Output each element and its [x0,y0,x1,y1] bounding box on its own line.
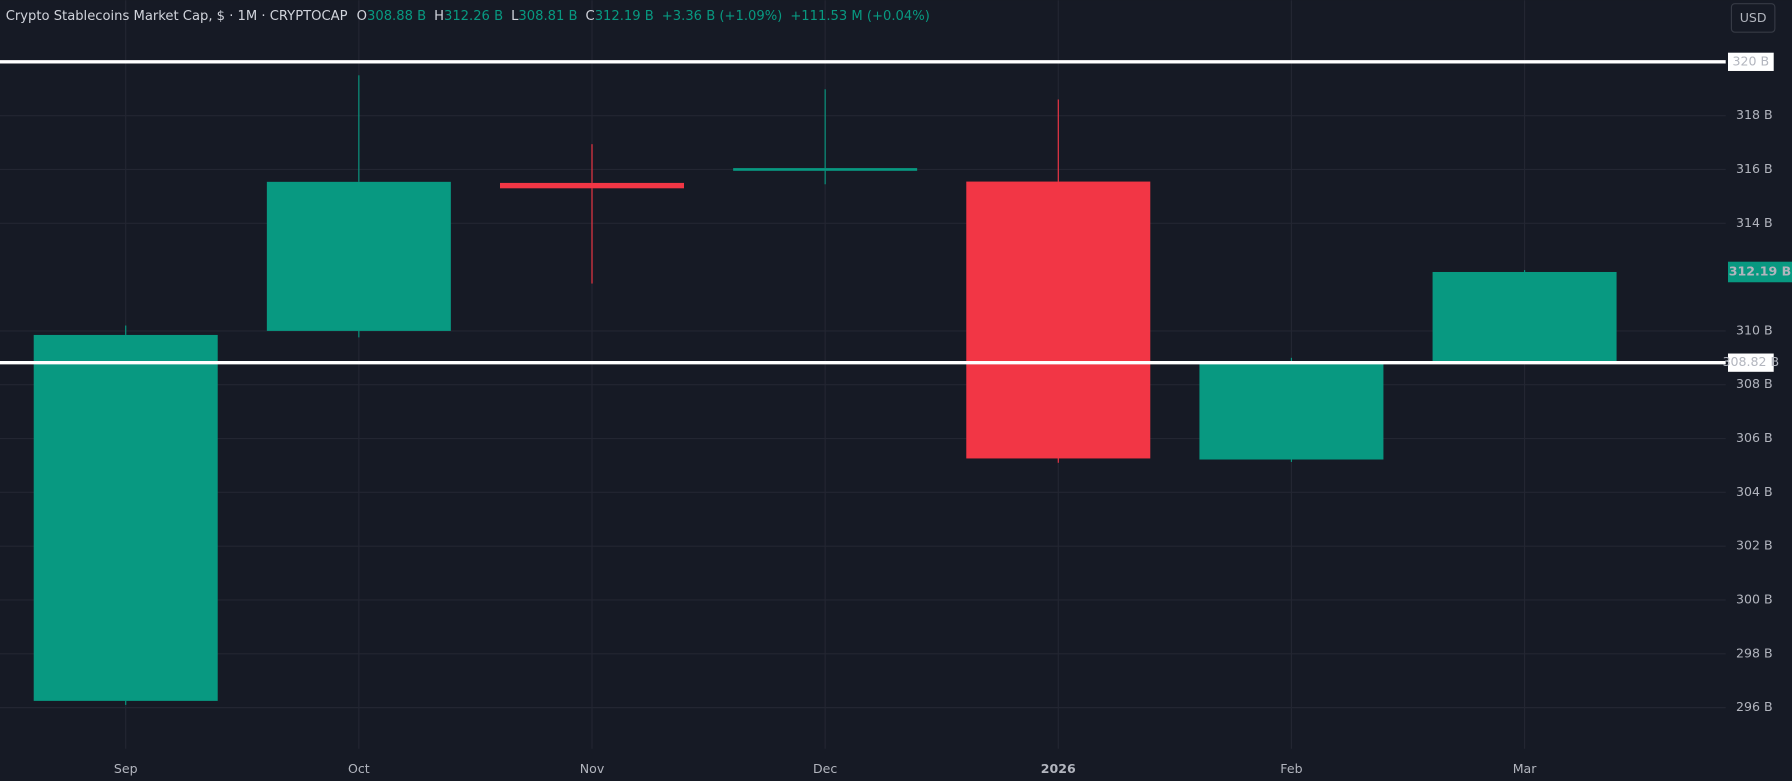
last-price-label: 312.19 B [1729,263,1791,278]
candle-body [1432,271,1617,362]
candle-body [33,334,218,701]
candle-body [966,181,1151,459]
y-tick-label: 314 B [1736,215,1773,230]
currency-button[interactable] [1730,3,1776,33]
candle-body [266,181,451,331]
price-tag-label: 308.82 B [1723,354,1780,369]
y-tick-label: 304 B [1736,484,1773,499]
x-tick-label: Nov [580,761,605,776]
price-tag-label: 320 B [1733,53,1770,68]
candle-body [1199,362,1384,460]
symbol: Crypto Stablecoins Market Cap, $ · 1M · … [6,9,348,24]
candle-body [500,182,684,189]
value: 308.81 B [518,9,577,24]
value: 312.19 B [595,9,654,24]
y-tick-label: 318 B [1736,107,1773,122]
last-price-tag [1728,261,1792,283]
x-tick-label: Oct [348,761,370,776]
x-tick-label: Sep [114,761,138,776]
x-tick-label: Dec [813,761,837,776]
y-tick-label: 316 B [1736,161,1773,176]
label: H [434,9,444,24]
x-tick-label: 2026 [1041,761,1076,776]
x-tick-label: Mar [1513,761,1538,776]
y-tick-label: 298 B [1736,645,1773,660]
price-tag [1728,353,1774,372]
label: O [357,9,367,24]
y-tick-label: 306 B [1736,430,1773,445]
value: 308.88 B [367,9,426,24]
y-tick-label: 302 B [1736,538,1773,553]
y-tick-label: 310 B [1736,322,1773,337]
currency-label[interactable]: USD [1740,10,1767,25]
candle-body [733,168,918,171]
change: +3.36 B (+1.09%) [662,9,783,24]
price-tag [1728,52,1774,71]
legend: Crypto Stablecoins Market Cap, $ · 1M · … [6,9,930,24]
y-tick-label: 308 B [1736,376,1773,391]
value: 312.26 B [444,9,503,24]
label: L [511,9,519,24]
candles [33,75,1617,705]
grid [0,0,1726,749]
x-tick-label: Feb [1280,761,1302,776]
volume: +111.53 M (+0.04%) [790,9,930,24]
y-tick-label: 296 B [1736,699,1773,714]
label: C [586,9,595,24]
y-tick-label: 300 B [1736,591,1773,606]
